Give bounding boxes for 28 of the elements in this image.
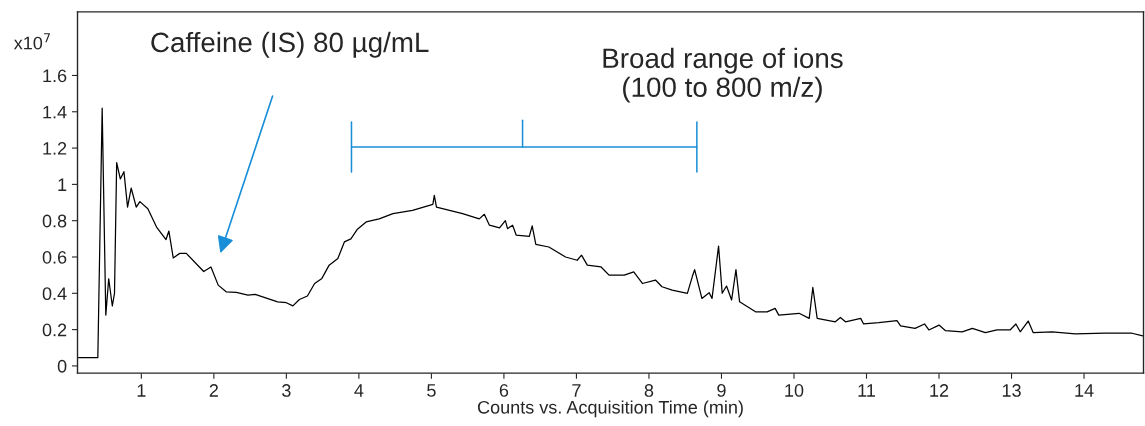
y-tick-label: 0.8 bbox=[42, 214, 67, 228]
x-tick-label: 11 bbox=[858, 384, 875, 397]
x-tick-label: 2 bbox=[209, 384, 218, 397]
text: x10$^{7}$ bbox=[13, 33, 50, 50]
x-tick-label: 12 bbox=[930, 384, 949, 397]
x-tick-label: 8 bbox=[644, 384, 654, 397]
annotation: Caffeine (IS) 80 µg/mL bbox=[151, 31, 429, 58]
x-tick-label: 3 bbox=[282, 384, 291, 397]
x-tick-label: 13 bbox=[1002, 384, 1021, 397]
y-tick-label: 0 bbox=[57, 359, 67, 373]
x-tick-label: 1 bbox=[137, 384, 146, 397]
x-tick-label: 9 bbox=[717, 384, 726, 397]
y-tick-label: 1.4 bbox=[43, 105, 67, 119]
x-tick-label: 4 bbox=[354, 384, 364, 397]
x-axis-title: Counts vs. Acquisition Time (min) bbox=[477, 400, 743, 418]
y-tick-label: 0.2 bbox=[42, 323, 67, 337]
x-tick-label: 5 bbox=[427, 384, 436, 397]
x-tick-label: 6 bbox=[499, 384, 509, 397]
x-tick-label: 14 bbox=[1075, 384, 1094, 397]
annotation: Broad range of ions (100 to 800 m/z) bbox=[603, 47, 843, 103]
y-tick-label: 1.6 bbox=[43, 69, 67, 83]
x-tick-label: 7 bbox=[572, 384, 581, 397]
x-tick-label: 10 bbox=[785, 384, 804, 397]
line-series bbox=[77, 107, 1144, 359]
y-tick-label: 1.2 bbox=[43, 142, 67, 155]
y-tick-label: 0.4 bbox=[42, 287, 67, 301]
y-tick-label: 1 bbox=[58, 178, 67, 191]
y-tick-label: 0.6 bbox=[42, 250, 67, 264]
